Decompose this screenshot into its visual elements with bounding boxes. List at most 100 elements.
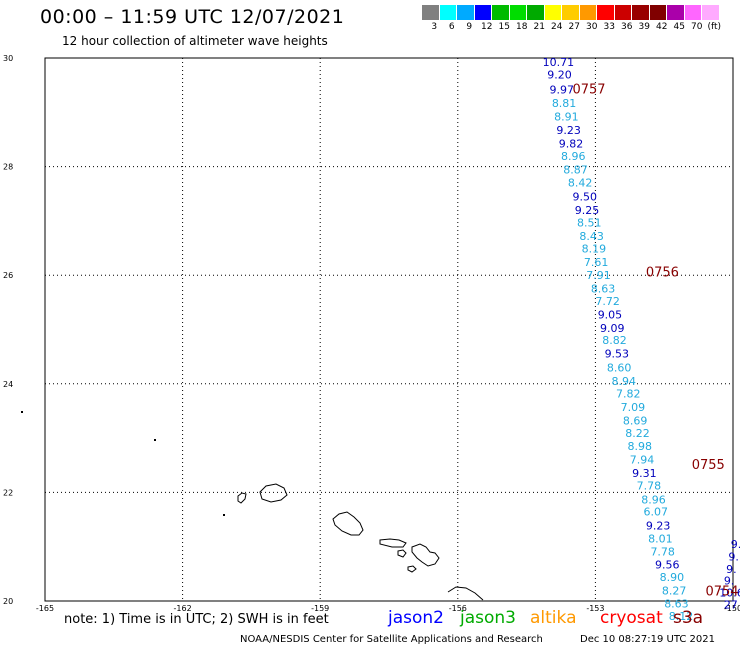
wave-height-value: 9. (731, 538, 740, 551)
wave-height-value: 8.82 (602, 334, 627, 347)
color-swatch (632, 5, 650, 20)
color-swatch (544, 5, 562, 20)
map-frame (44, 57, 734, 602)
latitude-tick-label: 22 (3, 488, 13, 497)
color-scale-label: 3 (431, 22, 438, 32)
wave-height-value: 8.94 (611, 375, 636, 388)
satellite-legend-altika: altika (530, 608, 577, 628)
color-swatch (667, 5, 685, 20)
satellite-legend-s3a: s3a (673, 608, 704, 628)
wave-height-value: 8.12 (669, 610, 694, 623)
wave-height-value: 8.87 (563, 164, 588, 177)
wave-height-value: 8.98 (628, 440, 653, 453)
wave-height-value: 6.07 (644, 506, 669, 519)
island-kauai (259, 483, 288, 503)
pass-time-label: 0754 (705, 585, 738, 600)
wave-height-value: 9.56 (655, 558, 680, 571)
satellite-legend-cryosat: cryosat (600, 608, 663, 628)
wave-height-value: 9.82 (559, 138, 584, 151)
longitude-tick-label: -153 (586, 604, 604, 613)
island-lanai (397, 549, 407, 558)
color-swatch (614, 5, 632, 20)
color-scale-label: 42 (656, 22, 668, 32)
color-scale-label: 9 (466, 22, 473, 32)
color-scale-label: 27 (568, 22, 580, 32)
color-scale-label: 21 (533, 22, 545, 32)
wave-height-value: 9.23 (556, 124, 581, 137)
color-scale-label: 24 (551, 22, 563, 32)
color-swatch (684, 5, 702, 20)
wave-height-value: 8.63 (591, 283, 616, 296)
color-scale-label: 30 (586, 22, 598, 32)
pass-time-label: 0756 (646, 265, 679, 280)
pass-time-label: 0755 (692, 458, 725, 473)
color-swatch (439, 5, 457, 20)
color-scale-label: 18 (516, 22, 528, 32)
longitude-tick-label: -156 (449, 604, 467, 613)
color-scale-label: 6 (448, 22, 455, 32)
wave-height-value: 9.53 (605, 348, 630, 361)
color-scale-bar (422, 5, 720, 21)
pass-time-labels: 0757 0756 0755 0754 (572, 82, 738, 599)
color-swatch (527, 5, 545, 20)
small-islets (21, 411, 225, 516)
wave-height-value: 7.78 (637, 480, 662, 493)
color-swatch (562, 5, 580, 20)
wave-height-value: 8.22 (625, 427, 650, 440)
legend-note: note: 1) Time is in UTC; 2) SWH is in fe… (64, 612, 329, 627)
island-maui (411, 543, 440, 567)
wave-height-value: 8.27 (662, 584, 687, 597)
color-scale-label: 15 (498, 22, 510, 32)
wave-height-value: 9.09 (600, 322, 625, 335)
island-kahoolawe (407, 565, 417, 573)
wave-height-value: 8.96 (641, 493, 666, 506)
color-scale-label: 36 (621, 22, 633, 32)
color-swatch (474, 5, 492, 20)
wave-height-value: 8.91 (554, 110, 579, 123)
longitude-tick-label: -150 (724, 604, 740, 613)
wave-height-value: 10.6 (719, 587, 740, 600)
color-swatch (422, 5, 440, 20)
wave-height-value: 9.97 (550, 83, 575, 96)
wave-height-value: 9. (726, 563, 737, 576)
latitude-tick-label: 28 (3, 163, 13, 172)
color-swatch (702, 5, 720, 20)
wave-height-value: 8.43 (579, 230, 604, 243)
wave-height-value: 9. (724, 575, 735, 588)
footer-organization: NOAA/NESDIS Center for Satellite Applica… (240, 634, 543, 645)
color-swatch (457, 5, 475, 20)
island-molokai (379, 538, 407, 548)
longitude-tick-label: -165 (36, 604, 54, 613)
pass-time-label: 0757 (572, 82, 605, 97)
wave-height-value: 8.96 (561, 150, 586, 163)
latitude-tick-label: 24 (3, 380, 13, 389)
color-scale-label: 39 (638, 22, 650, 32)
wave-height-value: 8.42 (568, 177, 593, 190)
wave-height-value: 8.90 (660, 571, 685, 584)
wave-height-values: 10.719.209.978.818.919.239.828.968.878.4… (543, 56, 740, 623)
map-subtitle: 12 hour collection of altimeter wave hei… (62, 34, 328, 48)
longitude-tick-label: -162 (174, 604, 192, 613)
color-swatch (649, 5, 667, 20)
latitude-tick-label: 26 (3, 271, 13, 280)
map-title: 00:00 – 11:59 UTC 12/07/2021 (40, 6, 345, 28)
wave-height-value: 9.20 (547, 69, 572, 82)
wave-height-value: 7.78 (650, 545, 675, 558)
island-niihau (237, 492, 247, 504)
wave-height-value: 7.94 (630, 454, 655, 467)
island-oahu (332, 511, 364, 536)
wave-height-value: 8.60 (607, 361, 632, 374)
wave-height-value: 7.72 (595, 295, 620, 308)
wave-height-value: 8.69 (623, 415, 648, 428)
wave-height-value: 7.82 (616, 387, 641, 400)
island-hawaii-big (447, 586, 484, 601)
wave-height-value: 9.50 (572, 190, 597, 203)
color-swatch (492, 5, 510, 20)
wave-height-value: 7.91 (586, 269, 611, 282)
wave-height-value: 27 (724, 599, 738, 612)
color-swatch (597, 5, 615, 20)
wave-height-value: 7.09 (621, 401, 646, 414)
wave-height-value: 8.51 (577, 216, 602, 229)
latitude-tick-label: 20 (3, 597, 13, 606)
